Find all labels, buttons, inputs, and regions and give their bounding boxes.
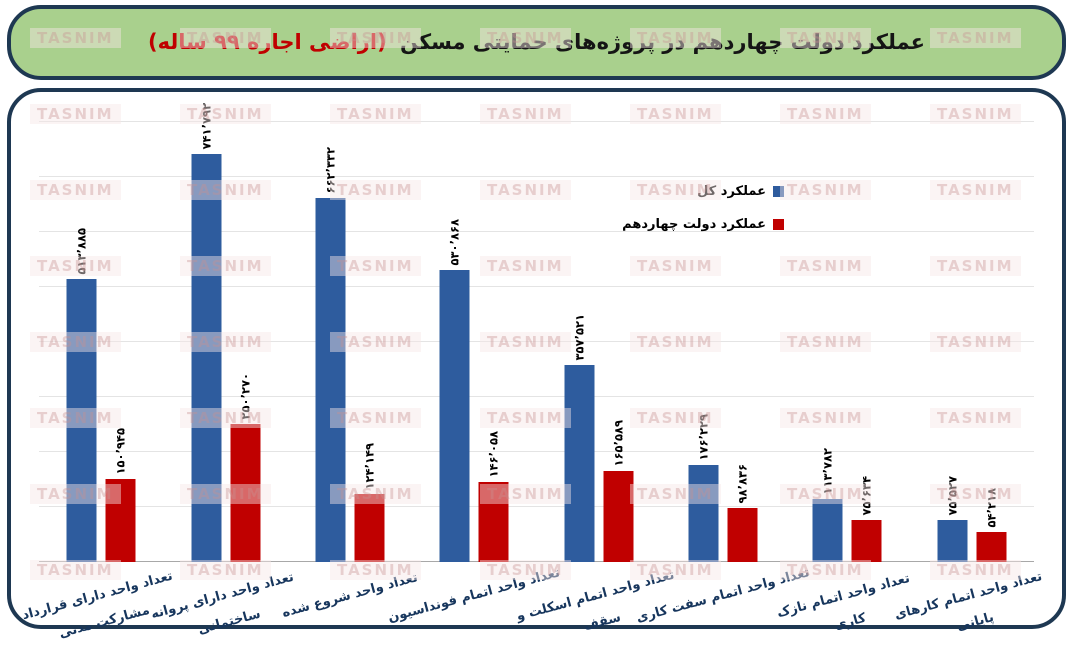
bar-value-label: ۶۶۲٬۳۳۲ xyxy=(323,146,338,193)
plot-area: ۵۱۳٬۸۸۵ ۱۵۰٬۹۴۵ ۷۴۱٬۷۹۲ ۲۵۰٬۲۷۰ ۶۶۲٬۳۳۲ ۱۲۴٬۱… xyxy=(39,103,1034,562)
gridline xyxy=(39,121,1034,122)
legend-marker-total xyxy=(773,186,784,197)
bar-pair: ۱۱۳٬۷۸۲ ۷۵٬۶۳۴ xyxy=(812,448,882,562)
gridline xyxy=(39,231,1034,232)
bar-total: ۵۱۳٬۸۸۵ xyxy=(66,228,97,562)
bar-pair: ۶۶۲٬۳۳۲ ۱۲۴٬۱۴۹ xyxy=(315,147,385,562)
title-highlight: (اراضی اجاره ۹۹ ساله) xyxy=(148,29,387,54)
bar-total: ۷۵٬۵۲۷ xyxy=(937,476,968,562)
bar-value-label: ۱۵۰٬۹۴۵ xyxy=(113,427,128,474)
gridline xyxy=(39,396,1034,397)
bar-total: ۷۴۱٬۷۹۲ xyxy=(191,103,222,562)
bar-group: ۳۵۷٬۵۲۱ ۱۶۵٬۵۸۹ xyxy=(537,122,661,562)
bar-group: ۶۶۲٬۳۳۲ ۱۲۴٬۱۴۹ xyxy=(288,122,412,562)
bar-gov14: ۷۵٬۶۳۴ xyxy=(851,476,882,562)
bar-group: ۵۱۳٬۸۸۵ ۱۵۰٬۹۴۵ xyxy=(39,122,163,562)
page-title: عملکرد دولت چهاردهم در پروژه‌های حمایتی … xyxy=(118,29,955,56)
bar-group: ۱۷۶٬۲۲۹ ۹۸٬۸۳۶ xyxy=(661,122,785,562)
gridline xyxy=(39,341,1034,342)
bar-value-label: ۱۴۶٬۰۵۸ xyxy=(486,430,501,477)
bar-pair: ۱۷۶٬۲۲۹ ۹۸٬۸۳۶ xyxy=(688,414,758,562)
gridline xyxy=(39,506,1034,507)
x-axis-line xyxy=(39,561,1034,562)
bar-value-label: ۱۷۶٬۲۲۹ xyxy=(696,413,711,460)
bar-gov14: ۵۴٬۲۱۸ xyxy=(976,488,1007,562)
bar-value-label: ۱۶۵٬۵۸۹ xyxy=(611,419,626,466)
bar-pair: ۷۵٬۵۲۷ ۵۴٬۲۱۸ xyxy=(937,476,1007,562)
bar-total: ۶۶۲٬۳۳۲ xyxy=(315,147,346,562)
title-banner: عملکرد دولت چهاردهم در پروژه‌های حمایتی … xyxy=(7,5,1066,80)
bar-total: ۵۳۰٬۸۶۸ xyxy=(439,219,470,562)
bar-value-label: ۷۵٬۵۲۷ xyxy=(945,475,960,515)
bar-value-label: ۲۵۰٬۲۷۰ xyxy=(238,372,253,419)
legend: عملکرد کل عملکرد دولت چهاردهم xyxy=(622,184,784,250)
bar-pair: ۵۱۳٬۸۸۵ ۱۵۰٬۹۴۵ xyxy=(66,228,136,562)
bar-value-label: ۷۴۱٬۷۹۲ xyxy=(199,102,214,149)
legend-item: عملکرد کل xyxy=(622,184,784,199)
bar-total: ۱۱۳٬۷۸۲ xyxy=(812,448,843,562)
bar-value-label: ۱۲۴٬۱۴۹ xyxy=(362,442,377,489)
bar-gov14: ۱۵۰٬۹۴۵ xyxy=(105,428,136,562)
gridline xyxy=(39,286,1034,287)
chart-container: ۵۱۳٬۸۸۵ ۱۵۰٬۹۴۵ ۷۴۱٬۷۹۲ ۲۵۰٬۲۷۰ ۶۶۲٬۳۳۲ ۱۲۴٬۱… xyxy=(7,88,1066,642)
x-axis-labels: تعداد واحد دارای قرارداد مشارکت مدنی تعداد… xyxy=(21,565,1044,654)
bar-group: ۱۱۳٬۷۸۲ ۷۵٬۶۳۴ xyxy=(785,122,909,562)
bar-pair: ۷۴۱٬۷۹۲ ۲۵۰٬۲۷۰ xyxy=(191,103,261,562)
bar-groups: ۵۱۳٬۸۸۵ ۱۵۰٬۹۴۵ ۷۴۱٬۷۹۲ ۲۵۰٬۲۷۰ ۶۶۲٬۳۳۲ ۱۲۴٬۱… xyxy=(39,103,1034,562)
legend-label: عملکرد دولت چهاردهم xyxy=(622,217,766,232)
bar-value-label: ۵۴٬۲۱۸ xyxy=(984,487,999,527)
gridline xyxy=(39,176,1034,177)
bar-total: ۳۵۷٬۵۲۱ xyxy=(564,314,595,562)
bar-value-label: ۱۱۳٬۷۸۲ xyxy=(820,447,835,494)
bar-group: ۵۳۰٬۸۶۸ ۱۴۶٬۰۵۸ xyxy=(412,122,536,562)
legend-item: عملکرد دولت چهاردهم xyxy=(622,217,784,232)
bar-group: ۷۴۱٬۷۹۲ ۲۵۰٬۲۷۰ xyxy=(163,103,287,562)
bar-total: ۱۷۶٬۲۲۹ xyxy=(688,414,719,562)
legend-label: عملکرد کل xyxy=(697,184,766,199)
bar-value-label: ۳۵۷٬۵۲۱ xyxy=(572,313,587,360)
bar-gov14: ۱۲۴٬۱۴۹ xyxy=(354,443,385,562)
bar-value-label: ۹۸٬۸۳۶ xyxy=(735,463,750,503)
gridline xyxy=(39,451,1034,452)
bar-pair: ۵۳۰٬۸۶۸ ۱۴۶٬۰۵۸ xyxy=(439,219,509,562)
bar-value-label: ۷۵٬۶۳۴ xyxy=(859,475,874,515)
bar-value-label: ۵۳۰٬۸۶۸ xyxy=(447,218,462,265)
bar-gov14: ۱۴۶٬۰۵۸ xyxy=(478,431,509,562)
bar-pair: ۳۵۷٬۵۲۱ ۱۶۵٬۵۸۹ xyxy=(564,314,634,562)
bar-gov14: ۱۶۵٬۵۸۹ xyxy=(603,420,634,562)
title-main: عملکرد دولت چهاردهم در پروژه‌های حمایتی … xyxy=(400,29,925,54)
bar-gov14: ۹۸٬۸۳۶ xyxy=(727,464,758,562)
legend-marker-gov14 xyxy=(773,219,784,230)
category-slot: تعداد واحد اتمام کارهای پایانی xyxy=(893,569,1044,654)
bar-group: ۷۵٬۵۲۷ ۵۴٬۲۱۸ xyxy=(910,122,1034,562)
bar-value-label: ۵۱۳٬۸۸۵ xyxy=(74,227,89,274)
bar-gov14: ۲۵۰٬۲۷۰ xyxy=(230,373,261,562)
